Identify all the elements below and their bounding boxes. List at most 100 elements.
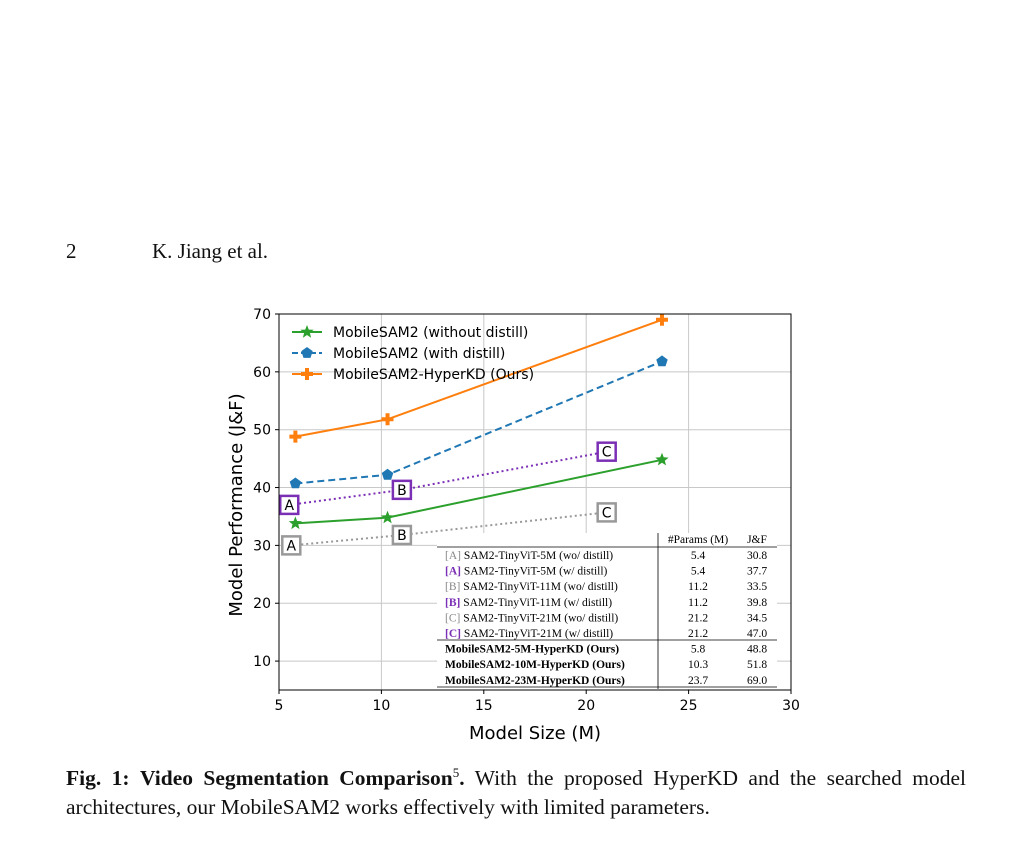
legend-label: MobileSAM2-HyperKD (Ours) bbox=[333, 367, 534, 383]
table-row-jf: 33.5 bbox=[747, 581, 767, 593]
table-row-name: MobileSAM2-23M-HyperKD (Ours) bbox=[445, 675, 625, 687]
series-point bbox=[655, 452, 669, 466]
annotation-box-with bbox=[596, 441, 617, 462]
y-axis-label: Model Performance (J&F) bbox=[226, 393, 247, 616]
table-row-params: 5.4 bbox=[691, 550, 706, 562]
annotation-label: A bbox=[284, 498, 294, 514]
chart-legend: MobileSAM2 (without distill) MobileSAM2 (… bbox=[292, 325, 534, 383]
table-row-params: 11.2 bbox=[688, 597, 708, 609]
table-row-jf: 34.5 bbox=[747, 612, 767, 624]
x-tick-label: 10 bbox=[372, 698, 390, 714]
series-point bbox=[655, 313, 668, 326]
annotation-label: A bbox=[286, 538, 296, 554]
y-tick-label: 70 bbox=[253, 307, 271, 323]
table-row-prefix: [A] bbox=[445, 566, 461, 578]
x-tick-label: 20 bbox=[577, 698, 595, 714]
table-row-params: 23.7 bbox=[688, 675, 708, 687]
table-row-label: SAM2-TinyViT-21M (w/ distill) bbox=[461, 628, 613, 640]
x-tick-label: 25 bbox=[680, 698, 698, 714]
results-table: #Params (M) J&F [A] SAM2-TinyViT-5M (wo/ d… bbox=[437, 533, 777, 689]
x-tick-label: 5 bbox=[275, 698, 284, 714]
table-row-prefix: [C] bbox=[445, 612, 460, 624]
table-header-jf: J&F bbox=[747, 534, 767, 546]
y-tick-label: 40 bbox=[253, 481, 271, 497]
table-row-prefix: [B] bbox=[445, 581, 460, 593]
annotation-box-without bbox=[391, 524, 413, 546]
table-row-name: [C] SAM2-TinyViT-21M (wo/ distill) bbox=[445, 612, 618, 624]
running-authors: K. Jiang et al. bbox=[152, 239, 269, 263]
table-row-params: 5.4 bbox=[691, 566, 706, 578]
series-point bbox=[656, 355, 668, 367]
table-row-label: SAM2-TinyViT-5M (w/ distill) bbox=[461, 566, 608, 578]
page-number: 2 bbox=[66, 239, 77, 263]
table-row-prefix: [C] bbox=[445, 628, 461, 640]
series-point bbox=[381, 413, 394, 426]
annotation-boxes: A B C A B C bbox=[278, 441, 617, 556]
table-row-name: [B] SAM2-TinyViT-11M (wo/ distill) bbox=[445, 581, 618, 593]
table-row-jf: 37.7 bbox=[747, 566, 767, 578]
series-point bbox=[380, 510, 395, 524]
annotation-box-without bbox=[596, 502, 617, 523]
annotation-label: C bbox=[602, 445, 612, 461]
legend-marker bbox=[300, 325, 314, 338]
table-row-name: [C] SAM2-TinyViT-21M (w/ distill) bbox=[445, 628, 613, 640]
table-row-params: 5.8 bbox=[691, 644, 706, 656]
x-tick-label: 15 bbox=[475, 698, 493, 714]
y-tick-label: 50 bbox=[253, 423, 271, 439]
x-axis-label: Model Size (M) bbox=[469, 723, 601, 744]
caption-title: Video Segmentation Comparison bbox=[140, 766, 453, 791]
legend-marker bbox=[301, 347, 313, 358]
annotation-box-without bbox=[281, 535, 302, 556]
annotation-box-with bbox=[391, 479, 413, 501]
y-tick-label: 10 bbox=[253, 654, 271, 670]
table-row-label: SAM2-TinyViT-11M (w/ distill) bbox=[460, 597, 612, 609]
table-row-jf: 39.8 bbox=[747, 597, 767, 609]
table-row-name: [B] SAM2-TinyViT-11M (w/ distill) bbox=[445, 597, 612, 609]
series-point bbox=[381, 468, 394, 480]
legend-label: MobileSAM2 (without distill) bbox=[333, 325, 528, 341]
annotation-label: C bbox=[602, 505, 612, 521]
table-row-name: MobileSAM2-10M-HyperKD (Ours) bbox=[445, 659, 625, 671]
annotation-label: B bbox=[397, 528, 407, 544]
chart-series bbox=[288, 313, 669, 530]
table-row-jf: 69.0 bbox=[747, 675, 767, 687]
table-row-jf: 30.8 bbox=[747, 550, 767, 562]
running-head: 2 K. Jiang et al. bbox=[66, 239, 466, 269]
y-tick-label: 60 bbox=[253, 365, 271, 381]
annotation-label: B bbox=[397, 483, 407, 499]
table-header-params: #Params (M) bbox=[668, 534, 729, 546]
legend-marker bbox=[301, 368, 313, 380]
table-row-prefix: [B] bbox=[445, 597, 460, 609]
caption-text: With the proposed HyperKD and the search… bbox=[66, 766, 966, 820]
axis-ticks: 5 10 15 20 25 30 10 20 30 40 50 60 70 bbox=[253, 307, 800, 714]
caption-footnote-mark: 5 bbox=[452, 765, 460, 780]
annotation-line-with bbox=[289, 450, 607, 506]
table-row-label: SAM2-TinyViT-21M (wo/ distill) bbox=[460, 612, 618, 624]
x-tick-label: 30 bbox=[782, 698, 800, 714]
series-point bbox=[289, 430, 302, 443]
caption-label: Fig. 1: bbox=[66, 766, 130, 791]
table-row-label: SAM2-TinyViT-11M (wo/ distill) bbox=[460, 581, 618, 593]
series-point bbox=[288, 516, 302, 530]
plot-frame bbox=[278, 313, 792, 691]
table-row-jf: 47.0 bbox=[747, 628, 767, 640]
figure-caption: Fig. 1: Video Segmentation Comparison5. … bbox=[66, 758, 966, 822]
table-row-params: 10.3 bbox=[688, 659, 708, 671]
table-row-params: 21.2 bbox=[688, 612, 708, 624]
legend-label: MobileSAM2 (with distill) bbox=[333, 346, 505, 362]
table-background bbox=[437, 533, 777, 689]
table-row-prefix: [A] bbox=[445, 550, 461, 562]
series-point bbox=[289, 477, 302, 489]
table-row-params: 21.2 bbox=[688, 628, 708, 640]
table-row-name: [A] SAM2-TinyViT-5M (w/ distill) bbox=[445, 566, 608, 578]
table-row-params: 11.2 bbox=[688, 581, 708, 593]
annotation-lines bbox=[289, 450, 607, 547]
annotation-box-with bbox=[278, 494, 300, 516]
table-row-jf: 51.8 bbox=[747, 659, 767, 671]
y-tick-label: 30 bbox=[253, 538, 271, 554]
table-row-label: SAM2-TinyViT-5M (wo/ distill) bbox=[461, 550, 613, 562]
table-row-jf: 48.8 bbox=[747, 644, 767, 656]
table-row-name: MobileSAM2-5M-HyperKD (Ours) bbox=[445, 644, 619, 656]
caption-title-end: . bbox=[459, 766, 465, 791]
y-tick-label: 20 bbox=[253, 596, 271, 612]
